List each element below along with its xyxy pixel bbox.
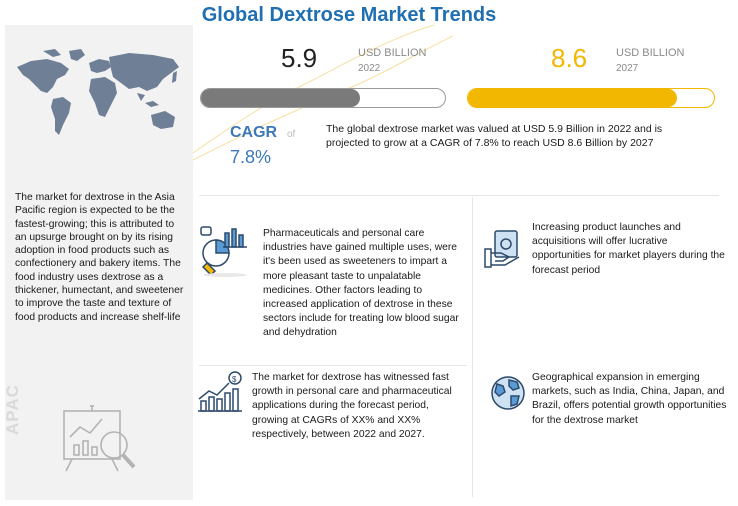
insight-text-4: Geographical expansion in emerging marke… bbox=[532, 372, 727, 426]
insight-text-2: Increasing product launches and acquisit… bbox=[532, 222, 725, 276]
divider bbox=[472, 197, 473, 497]
market-2027-value: 8.6 bbox=[551, 43, 587, 74]
presentation-analysis-icon bbox=[63, 405, 136, 472]
market-2027-unit-block: USD BILLION 2027 bbox=[616, 47, 684, 74]
market-2022-unit-block: USD BILLION 2022 bbox=[358, 47, 426, 74]
region-description: The market for dextrose in the Asia Paci… bbox=[15, 192, 184, 323]
insight-text-3: The market for dextrose has witnessed fa… bbox=[252, 372, 452, 440]
market-2027-number: 8.6 bbox=[551, 43, 588, 73]
globe-icon bbox=[491, 376, 525, 410]
divider bbox=[199, 195, 719, 196]
growth-bar-chart-icon: $ bbox=[198, 371, 242, 412]
market-2027-bar bbox=[467, 88, 715, 108]
cagr-of: of bbox=[287, 129, 296, 140]
market-2027-bar-fill bbox=[468, 89, 678, 107]
world-map-icon bbox=[17, 49, 179, 135]
money-hand-icon bbox=[484, 230, 520, 268]
market-2022-bar-fill bbox=[201, 89, 360, 107]
main-content: 5.9 USD BILLION 2022 8.6 USD BILLION 202… bbox=[193, 25, 733, 500]
region-label: APAC bbox=[3, 384, 22, 435]
market-2022-bar bbox=[200, 88, 446, 108]
market-summary: The global dextrose market was valued at… bbox=[326, 123, 663, 149]
market-2027-unit: USD BILLION bbox=[616, 47, 685, 59]
market-2027-year: 2027 bbox=[616, 63, 639, 74]
market-2022-year: 2022 bbox=[358, 63, 381, 74]
divider bbox=[199, 365, 467, 366]
market-2022-value: 5.9 bbox=[281, 43, 317, 74]
market-2022-unit: USD BILLION bbox=[358, 47, 427, 59]
region-panel: The market for dextrose in the Asia Paci… bbox=[3, 25, 193, 500]
cagr-label: CAGR bbox=[230, 124, 278, 141]
insight-text-1: Pharmaceuticals and personal care indust… bbox=[263, 228, 459, 339]
page-title: Global Dextrose Market Trends bbox=[201, 4, 497, 26]
market-2022-number: 5.9 bbox=[281, 43, 318, 73]
cagr-value: 7.8% bbox=[230, 147, 272, 167]
pharma-chart-icon bbox=[200, 226, 247, 277]
svg-text:$: $ bbox=[232, 375, 237, 384]
